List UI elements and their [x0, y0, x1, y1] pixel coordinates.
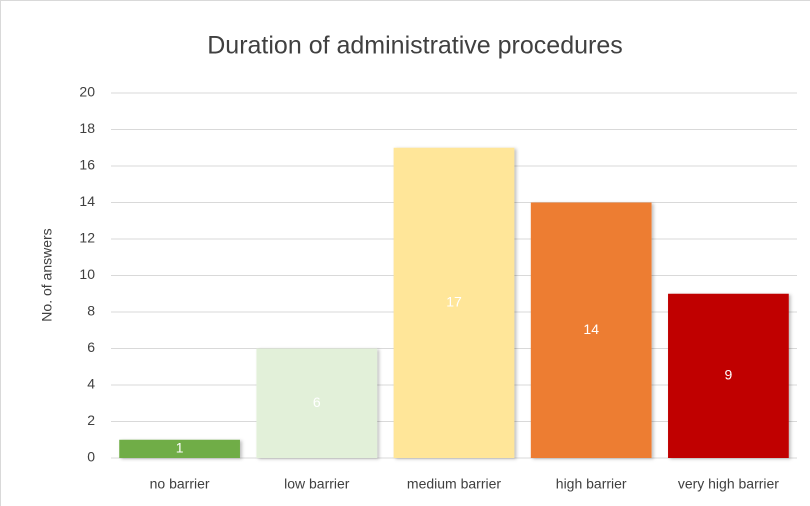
- y-tick-label: 4: [87, 376, 95, 392]
- y-tick-label: 12: [79, 230, 95, 246]
- data-label: 14: [583, 321, 599, 337]
- bar: [393, 147, 515, 458]
- y-tick-label: 16: [79, 157, 95, 173]
- x-tick-label: low barrier: [284, 476, 350, 492]
- y-tick-label: 8: [87, 303, 95, 319]
- y-axis-label: No. of answers: [39, 228, 55, 321]
- x-tick-label: high barrier: [556, 476, 627, 492]
- x-tick-label: no barrier: [150, 476, 210, 492]
- chart-title: Duration of administrative procedures: [207, 32, 622, 60]
- data-label: 6: [313, 394, 321, 410]
- x-tick-label: very high barrier: [678, 476, 779, 492]
- data-label: 17: [446, 294, 462, 310]
- bar: [530, 202, 652, 458]
- bar: [256, 348, 378, 458]
- y-tick-label: 10: [79, 266, 95, 282]
- y-tick-label: 18: [79, 120, 95, 136]
- data-label: 1: [176, 440, 184, 456]
- y-tick-label: 6: [87, 339, 95, 355]
- y-tick-label: 2: [87, 412, 95, 428]
- x-tick-label: medium barrier: [407, 476, 501, 492]
- data-label: 9: [725, 367, 733, 383]
- y-tick-label: 14: [79, 193, 95, 209]
- y-tick-label: 0: [87, 449, 95, 465]
- bar: [119, 439, 240, 458]
- bar: [668, 293, 789, 458]
- y-tick-label: 20: [79, 84, 95, 100]
